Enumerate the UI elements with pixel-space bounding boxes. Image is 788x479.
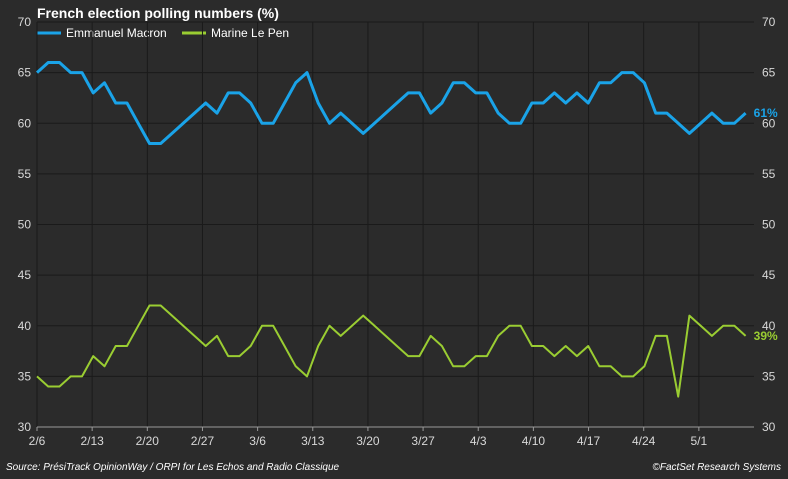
x-tick-label: 3/13 <box>301 434 325 448</box>
chart-title: French election polling numbers (%) <box>37 5 279 21</box>
y-tick-label-left: 60 <box>18 116 32 130</box>
x-axis: 2/6 2/13 2/20 2/27 3/6 3/13 3/20 3/27 4/3 4/10 4/1… <box>29 426 754 448</box>
x-tick-label: 2/13 <box>80 434 104 448</box>
credit-note: ©FactSet Research Systems <box>652 462 781 473</box>
y-tick-label-right: 35 <box>762 369 776 383</box>
y-tick-label-left: 35 <box>18 369 32 383</box>
series-line-le-pen <box>36 304 747 398</box>
series-line-macron <box>35 61 747 145</box>
x-tick-label: 5/1 <box>691 434 708 448</box>
x-tick-label: 4/17 <box>577 434 601 448</box>
y-tick-label-left: 70 <box>18 15 32 29</box>
legend: Emmanuel Macron Marine Le Pen <box>37 26 289 40</box>
grid-layer <box>36 21 754 427</box>
series-layer <box>35 61 747 398</box>
y-tick-label-right: 55 <box>762 167 776 181</box>
y-axis-left: 30 35 40 45 50 55 60 65 70 <box>18 15 32 434</box>
legend-label-macron: Emmanuel Macron <box>66 26 167 40</box>
x-tick-label: 4/24 <box>632 434 656 448</box>
y-tick-label-right: 30 <box>762 420 776 434</box>
x-tick-label: 2/27 <box>191 434 215 448</box>
x-tick-label: 2/20 <box>136 434 160 448</box>
x-tick-label: 3/6 <box>249 434 266 448</box>
y-tick-label-left: 65 <box>18 66 32 80</box>
x-tick-label: 3/20 <box>356 434 380 448</box>
x-tick-label: 4/3 <box>470 434 487 448</box>
y-tick-label-left: 55 <box>18 167 32 181</box>
x-tick-label: 3/27 <box>411 434 435 448</box>
end-label-le-pen: 39% <box>754 329 778 343</box>
legend-label-le-pen: Marine Le Pen <box>211 26 289 40</box>
y-tick-label-left: 45 <box>18 268 32 282</box>
y-tick-label-right: 65 <box>762 66 776 80</box>
y-tick-label-right: 40 <box>762 319 776 333</box>
y-tick-label-right: 70 <box>762 15 776 29</box>
x-tick-label: 2/6 <box>29 434 46 448</box>
x-tick-label: 4/10 <box>522 434 546 448</box>
y-tick-label-left: 50 <box>18 218 32 232</box>
y-tick-label-right: 60 <box>762 116 776 130</box>
y-tick-label-right: 50 <box>762 218 776 232</box>
end-labels: 61% 39% <box>754 106 778 343</box>
y-axis-right: 30 35 40 45 50 55 60 65 70 <box>762 15 776 434</box>
y-tick-label-left: 40 <box>18 319 32 333</box>
end-label-macron: 61% <box>754 106 778 120</box>
source-note: Source: PrésiTrack OpinionWay / ORPI for… <box>6 462 340 473</box>
y-tick-label-left: 30 <box>18 420 32 434</box>
y-tick-label-right: 45 <box>762 268 776 282</box>
